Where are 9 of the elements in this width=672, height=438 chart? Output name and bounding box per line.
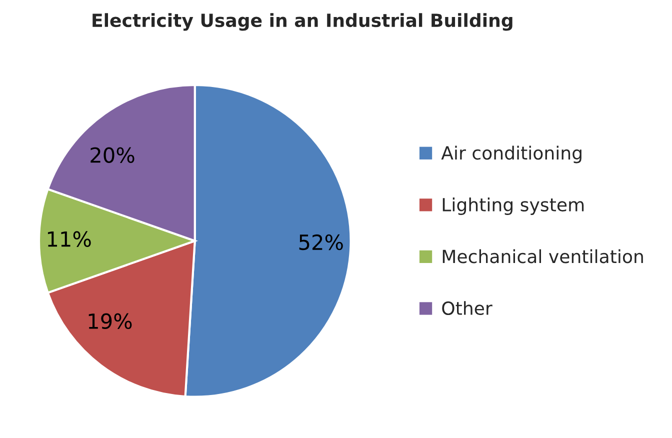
- legend-label: Air conditioning: [441, 146, 582, 164]
- legend-label: Lighting system: [442, 198, 584, 215]
- legend-label: Other: [442, 301, 492, 316]
- chart-title: Electricity Usage in an Industrial Building: [92, 13, 512, 31]
- data-label: 19%: [88, 313, 132, 330]
- data-label: 52%: [299, 234, 343, 250]
- data-label: 20%: [90, 147, 134, 163]
- data-label: 11%: [48, 231, 91, 247]
- legend-label: Mechanical ventilation: [442, 249, 643, 264]
